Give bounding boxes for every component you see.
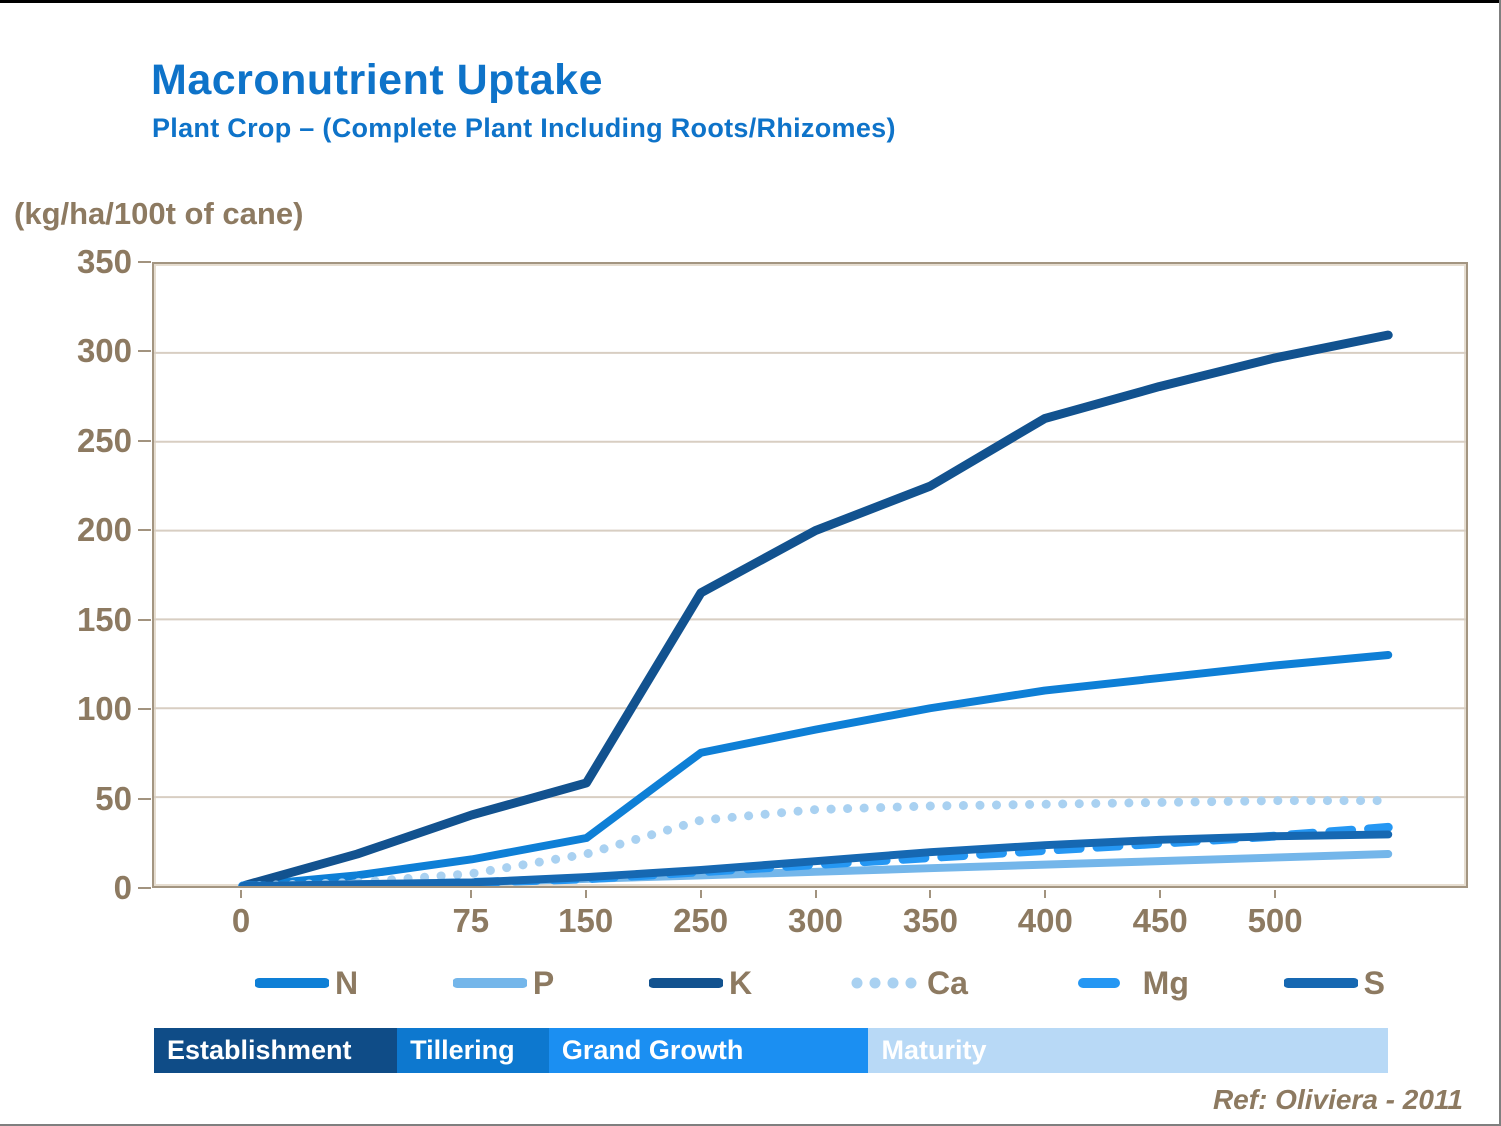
x-tick-mark-400: [1044, 890, 1047, 898]
legend-dot: [905, 977, 917, 989]
legend-item-Mg: Mg: [1063, 965, 1189, 1002]
legend-swatch-K: [649, 978, 724, 988]
y-tick-mark-150: [138, 618, 151, 621]
x-tick-label-300: 300: [787, 902, 844, 939]
legend-swatch-P: [452, 978, 527, 988]
x-tick-label-150: 150: [558, 902, 614, 939]
y-tick-label-300: 300: [76, 332, 132, 370]
phase-segment-maturity: Maturity: [868, 1028, 1388, 1073]
y-tick-label-100: 100: [76, 690, 132, 728]
page-top-border: [0, 0, 1501, 3]
phase-segment-tillering: Tillering: [397, 1028, 549, 1073]
legend-swatch-Ca: [851, 977, 917, 989]
legend-item-N: N: [255, 965, 358, 1002]
page-bottom-border: [0, 1124, 1501, 1126]
plot-svg: [154, 330, 1466, 886]
x-tick-label-75: 75: [452, 902, 490, 939]
y-axis-unit-label: (kg/ha/100t of cane): [14, 196, 304, 231]
x-tick-label-250: 250: [673, 902, 729, 939]
x-tick-mark-150: [584, 890, 587, 898]
ref-text: Ref: Oliviera - 2011: [1212, 1084, 1463, 1115]
y-tick-label-350: 350: [76, 243, 132, 280]
x-tick-mark-300: [814, 890, 817, 898]
y-tick-label-150: 150: [76, 600, 132, 638]
y-tick-mark-200: [138, 529, 151, 532]
legend-item-Ca: Ca: [847, 965, 968, 1002]
chart-title: Macronutrient Uptake: [151, 56, 604, 104]
x-tick-mark-350: [929, 890, 932, 898]
legend-label-S: S: [1363, 964, 1385, 1001]
plot-area: [152, 262, 1468, 888]
x-tick-label-350: 350: [902, 902, 958, 939]
x-tick-mark-450: [1159, 890, 1162, 898]
legend-dot: [887, 977, 899, 989]
series-line-K: [238, 330, 1393, 886]
legend-label-K: K: [729, 964, 753, 1001]
series-line-N: [238, 651, 1393, 886]
legend-swatch-N: [255, 978, 329, 988]
legend-label-Mg: Mg: [1142, 964, 1189, 1001]
x-tick-mark-75: [469, 890, 472, 898]
y-tick-mark-300: [138, 350, 151, 353]
y-tick-mark-0: [138, 887, 151, 889]
page-right-border: [1499, 0, 1501, 1126]
legend-item-S: S: [1283, 964, 1385, 1002]
legend: N P K Ca Mg S: [255, 958, 1385, 1008]
legend-label-N: N: [335, 964, 359, 1001]
y-tick-label-250: 250: [76, 421, 132, 459]
y-tick-mark-350: [138, 261, 151, 263]
y-tick-mark-100: [138, 708, 151, 711]
legend-label-P: P: [532, 964, 555, 1001]
legend-item-K: K: [649, 965, 752, 1002]
y-tick-label-0: 0: [113, 869, 132, 906]
growth-phase-bar: Establishment Tillering Grand Growth Maturi…: [154, 1028, 1388, 1073]
legend-swatch-S: [1283, 978, 1358, 988]
y-tick-mark-250: [138, 439, 151, 442]
series-line-S: [238, 830, 1393, 886]
legend-item-P: P: [452, 964, 555, 1002]
x-tick-mark-0: [240, 890, 242, 898]
x-tick-mark-500: [1274, 890, 1277, 898]
series-line-Ca: [238, 796, 1393, 886]
x-tick-label-500: 500: [1247, 902, 1303, 939]
chart-subtitle: Plant Crop – (Complete Plant Including R…: [152, 113, 896, 143]
x-tick-label-450: 450: [1132, 902, 1188, 939]
legend-dot: [869, 977, 881, 989]
y-tick-label-50: 50: [95, 779, 132, 817]
phase-segment-establishment: Establishment: [154, 1028, 398, 1073]
legend-dot: [851, 977, 863, 989]
y-tick-mark-50: [138, 797, 151, 800]
legend-label-Ca: Ca: [926, 964, 968, 1001]
x-tick-label-0: 0: [231, 902, 251, 939]
phase-segment-grand-growth: Grand Growth: [548, 1028, 869, 1073]
x-tick-label-400: 400: [1017, 902, 1073, 939]
x-tick-mark-250: [699, 890, 702, 898]
y-tick-label-200: 200: [76, 511, 132, 549]
legend-swatch-Mg: [1077, 978, 1120, 988]
